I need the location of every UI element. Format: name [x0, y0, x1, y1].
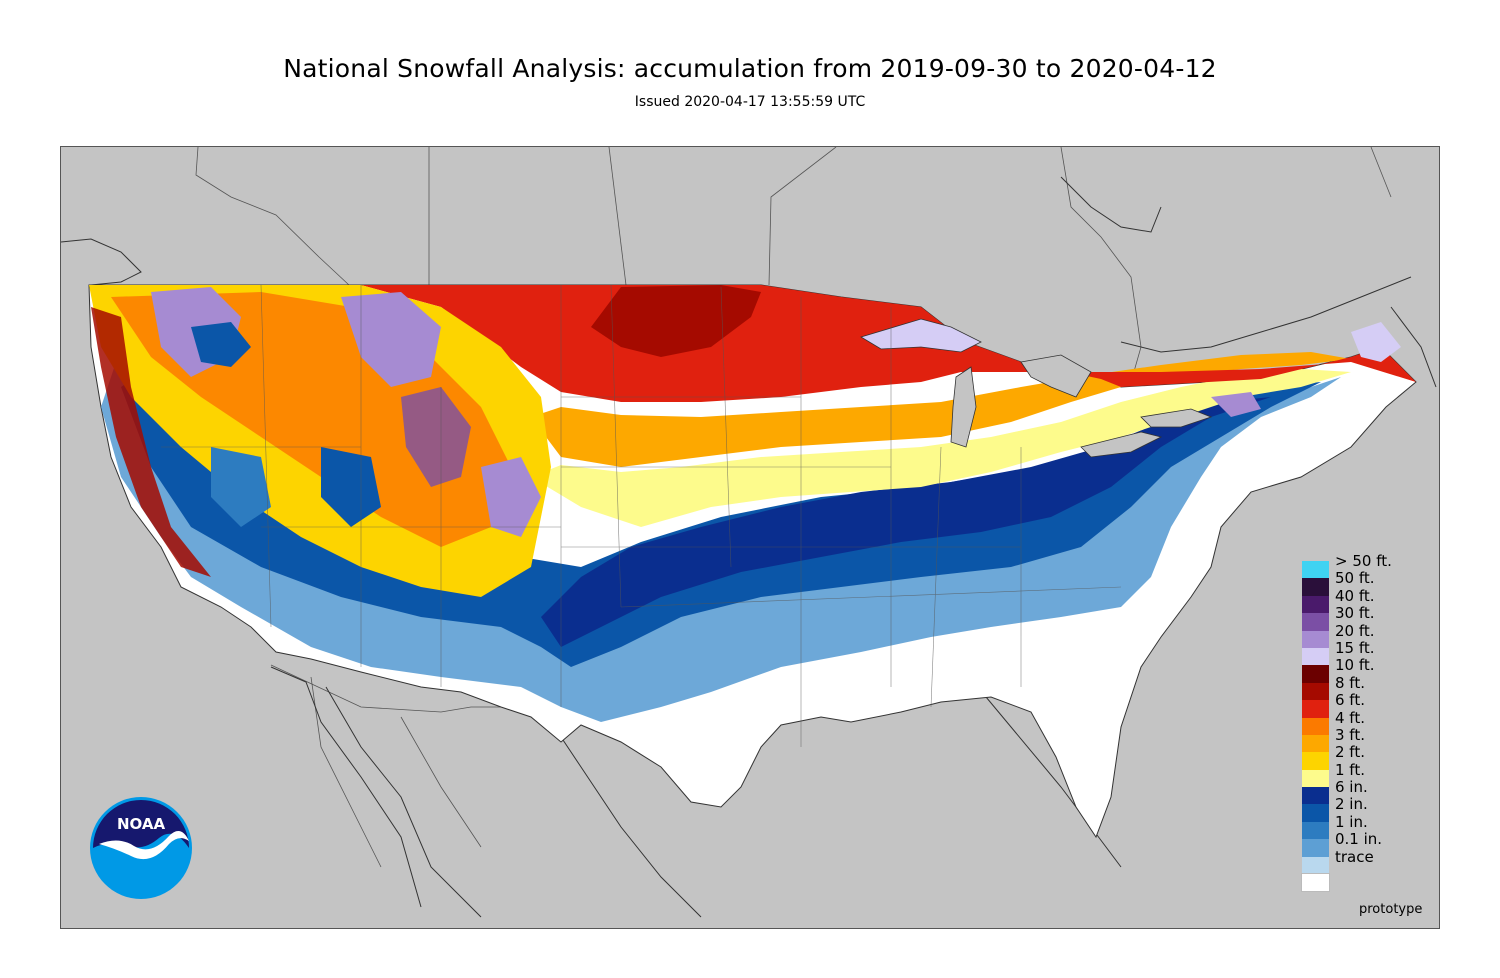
west-purple-3: [401, 387, 471, 487]
boundary-lines: [195, 147, 1392, 868]
legend-swatch: [1302, 647, 1329, 666]
legend-swatch: [1302, 734, 1329, 753]
snowfall-map: [61, 147, 1437, 918]
ne-purple-2: [1211, 392, 1261, 417]
map-panel[interactable]: [60, 146, 1440, 929]
map-title: National Snowfall Analysis: accumulation…: [283, 54, 1217, 83]
legend-swatch: [1302, 717, 1329, 735]
legend-label: 8 ft.: [1335, 673, 1365, 692]
west-purple-4: [481, 457, 541, 537]
legend-label: 2 in.: [1335, 795, 1368, 814]
legend-label: 30 ft.: [1335, 604, 1375, 623]
west-blue-patch-2: [321, 447, 381, 527]
legend-swatch: [1302, 804, 1329, 822]
legend-label: 15 ft.: [1335, 638, 1375, 657]
band-light-blue: [101, 347, 1341, 722]
legend-swatch: [1302, 752, 1329, 770]
legend-label: 0.1 in.: [1335, 830, 1383, 849]
noaa-logo-text: NOAA: [117, 815, 166, 833]
state-lines: [161, 284, 1122, 747]
legend-label: 10 ft.: [1335, 656, 1375, 675]
legend-swatch: [1302, 613, 1329, 631]
legend-label: 6 in.: [1335, 778, 1368, 797]
legend-swatch: [1302, 821, 1329, 840]
west-purple-2: [341, 292, 441, 387]
prototype-label: prototype: [1359, 902, 1423, 917]
issued-timestamp: Issued 2020-04-17 13:55:59 UTC: [634, 94, 866, 110]
legend-label: trace: [1335, 847, 1374, 866]
band-dark-blue: [541, 397, 1271, 647]
legend-swatch: [1302, 682, 1329, 701]
legend-swatch: [1302, 769, 1329, 788]
legend-label: 1 in.: [1335, 812, 1368, 831]
noaa-logo[interactable]: NOAA: [89, 796, 193, 904]
legend-swatch: [1302, 595, 1329, 614]
legend-swatch: [1302, 665, 1329, 683]
lake-michigan: [950, 366, 977, 448]
legend-swatch: [1302, 630, 1329, 648]
band-dark-red: [591, 285, 761, 357]
ne-purple: [1351, 322, 1401, 362]
legend-label: 3 ft.: [1335, 725, 1365, 744]
legend-swatch: [1302, 578, 1329, 596]
legend-label: 1 ft.: [1335, 760, 1365, 779]
west-blue-patch-3: [211, 447, 271, 527]
coastlines: [61, 176, 1437, 918]
legend-label: 4 ft.: [1335, 708, 1365, 727]
lake-huron: [1020, 354, 1092, 398]
legend-swatch: [1302, 561, 1329, 579]
legend-swatch: [1301, 873, 1330, 893]
band-mid-blue: [121, 367, 1321, 667]
legend-swatch: [1302, 700, 1329, 718]
west-red-coast: [91, 307, 211, 577]
legend-swatch: [1302, 787, 1329, 805]
legend-swatch: [1302, 856, 1329, 875]
legend-label: 2 ft.: [1335, 743, 1365, 762]
legend-label: 40 ft.: [1335, 586, 1375, 605]
legend-label: > 50 ft.: [1335, 552, 1392, 570]
legend-label: 20 ft.: [1335, 621, 1375, 640]
lake-erie: [1080, 431, 1163, 458]
west-blue-patch-1: [191, 322, 251, 367]
legend-label: 6 ft.: [1335, 691, 1365, 710]
legend-swatch: [1302, 839, 1329, 857]
legend-label: 50 ft.: [1335, 569, 1375, 588]
lake-ontario: [1140, 408, 1213, 428]
